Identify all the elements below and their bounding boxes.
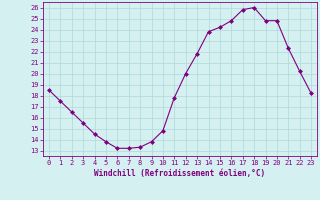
X-axis label: Windchill (Refroidissement éolien,°C): Windchill (Refroidissement éolien,°C) [94,169,266,178]
